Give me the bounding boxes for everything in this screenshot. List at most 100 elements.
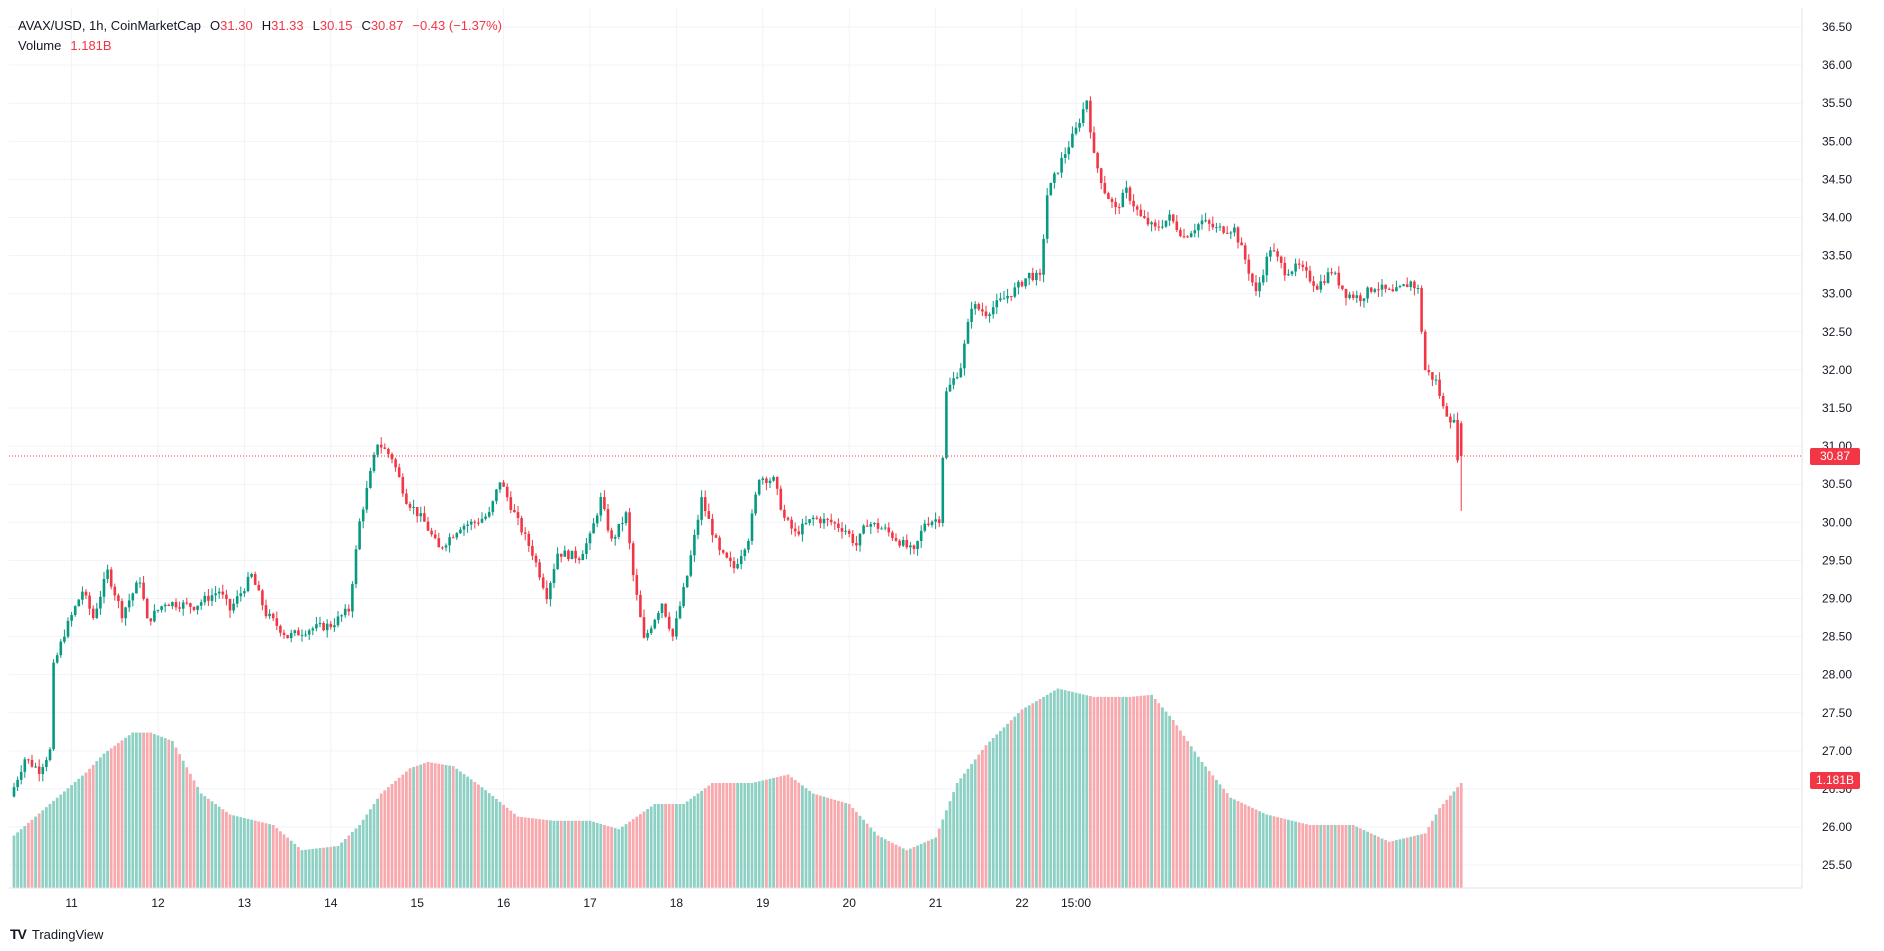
candle-body [365, 487, 369, 510]
candle-body [941, 457, 945, 523]
volume-bar [1053, 690, 1056, 888]
tradingview-logo[interactable]: TV TradingView [10, 926, 103, 942]
volume-bar [909, 848, 912, 888]
volume-bar [988, 741, 991, 888]
volume-bar [1038, 699, 1042, 888]
candle-body [401, 477, 405, 494]
candle-body [1369, 287, 1373, 292]
candle-body [531, 545, 534, 556]
volume-bar [271, 825, 275, 888]
grid-lines [9, 8, 1802, 888]
candle-body [63, 636, 66, 642]
volume-bar [747, 783, 750, 888]
candle-body [613, 536, 617, 539]
candle-body [1319, 281, 1323, 290]
volume-bar [286, 837, 289, 888]
candle-body [459, 529, 462, 534]
candle-body [91, 608, 95, 618]
volume-bar [657, 804, 660, 888]
candle-body [865, 525, 869, 527]
volume-bar [1135, 696, 1139, 888]
candle-body [894, 538, 898, 541]
volume-bar [1283, 818, 1287, 888]
price-tick-label: 29.50 [1822, 553, 1852, 567]
volume-bar [981, 749, 984, 888]
price-tick-label: 36.00 [1822, 58, 1852, 72]
volume-bar [210, 801, 214, 888]
volume-bar [1276, 817, 1279, 888]
candle-body [1204, 220, 1207, 222]
volume-bar [761, 780, 765, 888]
candle-body [1229, 232, 1233, 234]
candle-body [372, 454, 376, 471]
candle-body [286, 635, 289, 639]
volume-bar [340, 842, 343, 888]
volume-label[interactable]: Volume [18, 38, 62, 53]
volume-bar [1380, 838, 1384, 888]
time-tick-label: 11 [65, 896, 78, 910]
volume-bar [1434, 814, 1438, 888]
volume-bar [693, 796, 696, 888]
candle-body [1225, 232, 1229, 234]
volume-bar [387, 787, 390, 888]
volume-bar [1301, 823, 1305, 888]
volume-bar [444, 765, 448, 888]
candle-body [412, 507, 415, 509]
price-tick-label: 33.50 [1822, 249, 1852, 263]
price-tick-label: 34.00 [1822, 211, 1852, 225]
volume-bar [1168, 715, 1171, 888]
candle-body [721, 550, 725, 553]
volume-bar [336, 846, 340, 888]
time-tick-label: 15 [411, 896, 425, 910]
volume-bar [948, 801, 952, 888]
candle-body [1341, 285, 1344, 290]
candle-body [822, 518, 826, 524]
volume-bar [599, 823, 603, 888]
candle-body [1207, 220, 1211, 224]
candle-body [603, 497, 606, 510]
volume-bar [1121, 696, 1125, 888]
volume-bar [426, 762, 430, 888]
candle-body [930, 521, 934, 525]
volume-bar [977, 754, 981, 888]
symbol-label[interactable]: AVAX/USD, 1h, CoinMarketCap [18, 18, 202, 33]
candle-body [1092, 132, 1096, 153]
candle-body [711, 518, 714, 536]
close-value: 30.87 [370, 18, 404, 33]
candle-body [1193, 230, 1197, 234]
candle-body [1423, 331, 1427, 371]
candle-body [462, 525, 466, 530]
low-value: 30.15 [319, 18, 353, 33]
candle-body [808, 519, 811, 523]
candle-body [1294, 263, 1297, 272]
volume-bar [685, 801, 689, 888]
candle-body [437, 538, 441, 548]
volume-bar [930, 839, 934, 888]
candle-body [754, 494, 757, 514]
volume-bar [718, 783, 721, 888]
volume-bar [1405, 837, 1409, 888]
volume-bar [1423, 833, 1427, 888]
volume-bar [804, 788, 808, 888]
candle-body [973, 304, 977, 309]
volume-bar [822, 796, 826, 888]
volume-bar [1323, 825, 1326, 888]
time-tick-label: 12 [151, 896, 165, 910]
candle-body [239, 593, 243, 597]
candle-body [84, 591, 88, 596]
volume-bar [901, 848, 905, 888]
volume-bar [642, 811, 646, 888]
candle-body [271, 613, 275, 619]
candle-body [448, 537, 451, 546]
volume-bar [538, 819, 541, 888]
candle-body [379, 444, 383, 448]
candle-body [739, 556, 743, 565]
candle-body [113, 586, 117, 596]
volume-bar [1236, 801, 1240, 888]
volume-bar [919, 843, 923, 888]
volume-bar [585, 820, 588, 888]
candle-body [199, 602, 203, 606]
volume-bar [322, 847, 325, 888]
